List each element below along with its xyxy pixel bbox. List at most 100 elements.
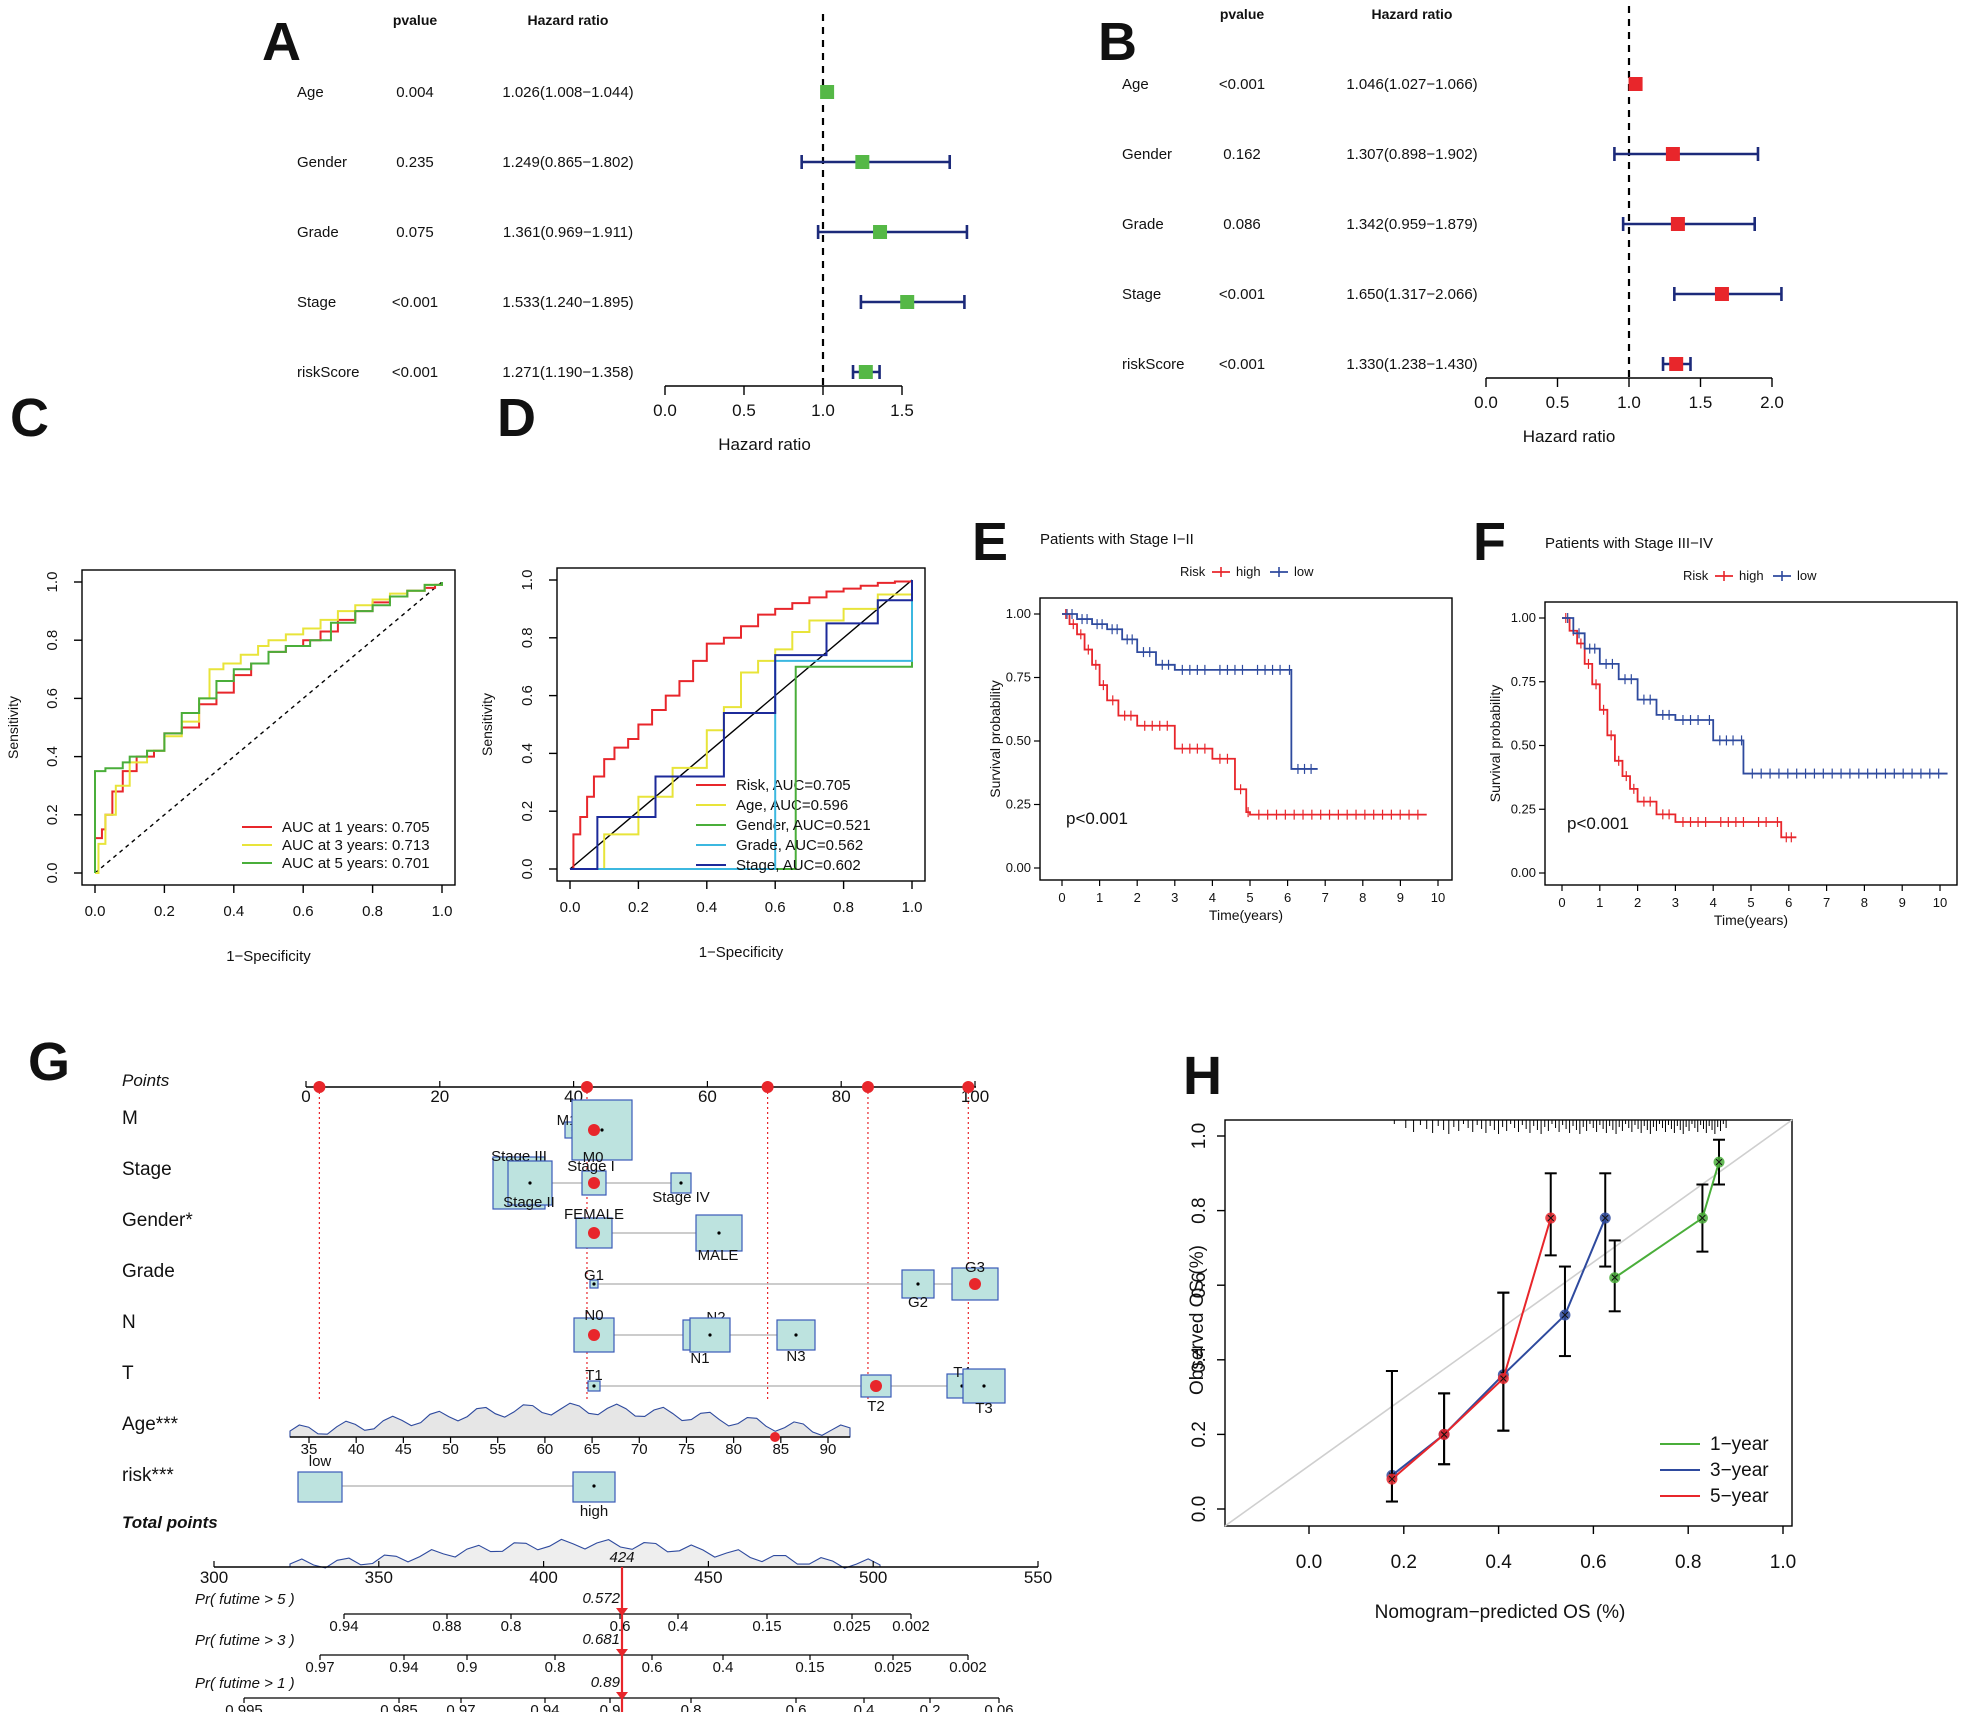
plot-frame [556,567,926,882]
y-tick-label: 0.75 [1006,670,1031,685]
plot-title: Patients with Stage III−IV [1545,535,1713,552]
probability-tick-label: 0.4 [854,1702,875,1712]
row-pvalue: <0.001 [1219,286,1265,303]
selected-point-marker [580,1081,593,1093]
category-label: Stage IV [652,1189,710,1206]
row-hazard-ratio: 1.650(1.317−2.066) [1346,286,1477,303]
age-tick-label: 50 [442,1441,459,1458]
total-points-label: Total points [122,1513,218,1532]
y-tick-label: 1.0 [44,572,61,593]
category-dot [600,1128,604,1132]
calibration-cross: × [1561,1307,1570,1324]
pvalue-label: p<0.001 [1567,814,1629,833]
row-hazard-ratio: 1.271(1.190−1.358) [502,364,633,381]
age-tick-label: 45 [395,1441,412,1458]
hr-marker [873,225,888,239]
calibration-cross: × [1601,1210,1610,1227]
age-tick-label: 60 [537,1441,554,1458]
category-dot [794,1333,798,1337]
x-tick-label: 0 [1058,890,1065,905]
hr-marker [1714,287,1729,301]
y-tick-label: 0.8 [1189,1197,1210,1223]
variable-label: Gender* [122,1210,193,1231]
plot-frame [81,569,456,886]
y-tick-label: 1.0 [519,570,536,591]
roc-series-line [95,582,443,874]
x-tick-label: 0.4 [696,899,717,916]
category-label: N0 [584,1307,603,1324]
x-tick-label: 0.5 [732,401,756,420]
panel-letter-h: H [1183,1046,1222,1106]
x-tick-label: 0.6 [293,903,314,920]
probability-tick-label: 0.2 [920,1702,941,1712]
variable-label: Grade [122,1261,175,1282]
y-tick-label: 0.0 [1189,1496,1210,1522]
probability-tick-label: 0.4 [668,1618,689,1635]
legend-label: Age, AUC=0.596 [736,797,848,814]
age-tick-label: 80 [725,1441,742,1458]
x-tick-label: 0.8 [362,903,383,920]
calibration-cross: × [1388,1471,1397,1488]
y-tick-label: 0.00 [1006,860,1031,875]
legend-label: AUC at 1 years: 0.705 [282,819,430,836]
probability-tick-label: 0.985 [380,1702,418,1712]
diagonal-line [569,579,913,870]
total-tick-label: 550 [1024,1568,1052,1587]
category-box [695,1214,743,1252]
x-tick-label: 5 [1246,890,1253,905]
y-tick-label: 0.2 [44,804,61,825]
x-tick-label: 1.0 [902,899,923,916]
x-tick-label: 0.0 [560,899,581,916]
row-hazard-ratio: 1.342(0.959−1.879) [1346,216,1477,233]
x-tick-label: 0.5 [1546,393,1570,412]
x-tick-label: 1.0 [1770,1552,1796,1573]
age-tick-label: 70 [631,1441,648,1458]
total-tick-label: 500 [859,1568,887,1587]
y-tick-label: 0.00 [1511,865,1536,880]
selected-point-marker [962,1081,975,1093]
probability-value-label: 0.572 [582,1590,620,1607]
variable-label: N [122,1312,136,1333]
calibration-line [1391,1217,1552,1480]
row-hazard-ratio: 1.533(1.240−1.895) [502,294,633,311]
x-tick-label: 0.0 [653,401,677,420]
y-tick-label: 1.00 [1511,610,1536,625]
row-pvalue: 0.075 [396,224,434,241]
calibration-point [1696,1212,1708,1224]
category-label: M0 [583,1149,604,1166]
calibration-point [1497,1372,1509,1384]
hr-marker [858,365,873,379]
x-tick-label: 0.2 [628,899,649,916]
row-label-gender: Gender [297,154,347,171]
roc-series-line [570,580,913,870]
row-hazard-ratio: 1.330(1.238−1.430) [1346,356,1477,373]
calibration-cross: × [1610,1270,1619,1287]
legend-label: low [1797,568,1817,583]
calibration-line [1391,1217,1607,1477]
y-tick-label: 0.75 [1511,674,1536,689]
legend-label: 3−year [1710,1460,1769,1481]
probability-label: Pr( futime > 1 ) [195,1675,295,1692]
y-tick-label: 0.50 [1511,738,1536,753]
hazard-ratio-header: Hazard ratio [528,12,609,28]
row-label-age: Age [297,84,324,101]
category-dot [592,1484,596,1488]
variable-label: M [122,1108,138,1129]
probability-tick-label: 0.94 [329,1618,358,1635]
probability-tick-label: 0.8 [681,1702,702,1712]
x-tick-label: 0.2 [154,903,175,920]
calibration-cross: × [1546,1210,1555,1227]
y-tick-label: 0.0 [44,863,61,884]
calibration-point [1599,1212,1611,1224]
y-tick-label: 0.4 [44,746,61,767]
y-tick-label: 0.0 [519,859,536,880]
x-tick-label: 0.8 [1675,1552,1701,1573]
row-label-stage: Stage [1122,286,1161,303]
x-tick-label: 10 [1431,890,1445,905]
x-tick-label: 1 [1596,895,1603,910]
x-tick-label: 6 [1785,895,1792,910]
age-tick-label: 40 [348,1441,365,1458]
probability-arrow [616,1608,628,1616]
probability-label: Pr( futime > 5 ) [195,1591,295,1608]
row-pvalue: 0.235 [396,154,434,171]
